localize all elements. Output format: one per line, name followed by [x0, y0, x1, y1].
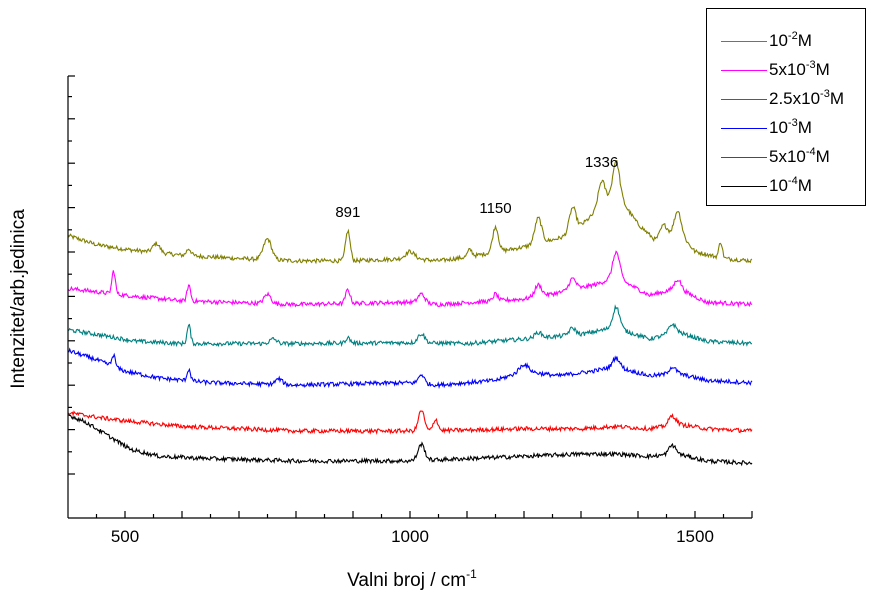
legend-label: 10-2M: [769, 30, 812, 51]
y-axis-label: Intenzitet/arb.jedinica: [8, 209, 29, 389]
series-line-4: [67, 410, 753, 435]
legend-label: 10-4M: [769, 175, 812, 196]
legend-swatch: [721, 70, 767, 71]
legend-label: 5x10-3M: [769, 59, 830, 80]
legend-item: 10-4M: [707, 172, 867, 200]
legend-swatch: [721, 128, 767, 129]
legend-label: 2.5x10-3M: [769, 88, 844, 109]
legend-swatch: [721, 186, 767, 187]
plot-area: 891 1150 1336: [67, 154, 753, 467]
peak-annotation-0: 891: [335, 204, 360, 221]
legend-swatch: [721, 99, 767, 100]
legend-item: 2.5x10-3M: [707, 85, 867, 113]
x-tick-label: 1000: [391, 527, 429, 546]
legend-item: 5x10-4M: [707, 143, 867, 171]
series-line-3: [67, 347, 753, 390]
legend-item: 10-2M: [707, 27, 867, 55]
legend-item: 10-3M: [707, 114, 867, 142]
peak-annotation-2: 1336: [585, 154, 618, 171]
axes: 500 1000 1500: [67, 75, 753, 546]
peak-annotation-1: 1150: [479, 200, 511, 217]
series-line-2: [67, 304, 753, 348]
legend-swatch: [721, 157, 767, 158]
x-tick-label: 500: [111, 527, 139, 546]
series-line-0: [67, 160, 753, 265]
legend-swatch: [721, 41, 767, 42]
series-line-1: [67, 250, 753, 308]
x-axis-label: Valni broj / cm-1: [347, 567, 477, 591]
legend-label: 10-3M: [769, 117, 812, 138]
legend-label: 5x10-4M: [769, 146, 830, 167]
series-line-5: [67, 414, 753, 467]
legend: 10-2M 5x10-3M 2.5x10-3M 10-3M 5x10-4M 10-4M: [706, 8, 866, 206]
x-tick-label: 1500: [676, 527, 714, 546]
legend-item: 5x10-3M: [707, 56, 867, 84]
